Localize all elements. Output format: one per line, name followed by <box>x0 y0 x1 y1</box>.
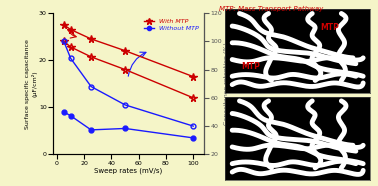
Legend: With MTP, Without MTP: With MTP, Without MTP <box>142 16 201 34</box>
X-axis label: Sweep rates (mV/s): Sweep rates (mV/s) <box>94 167 163 174</box>
Text: MTP: Mass Transport Pathway: MTP: Mass Transport Pathway <box>219 6 324 12</box>
Text: MTP: MTP <box>242 62 260 71</box>
Y-axis label: Surface specific capacitance
(μF/cm²): Surface specific capacitance (μF/cm²) <box>25 39 37 129</box>
Text: MTP: MTP <box>320 23 339 32</box>
Y-axis label: Capacitance retention (%): Capacitance retention (%) <box>223 42 229 125</box>
